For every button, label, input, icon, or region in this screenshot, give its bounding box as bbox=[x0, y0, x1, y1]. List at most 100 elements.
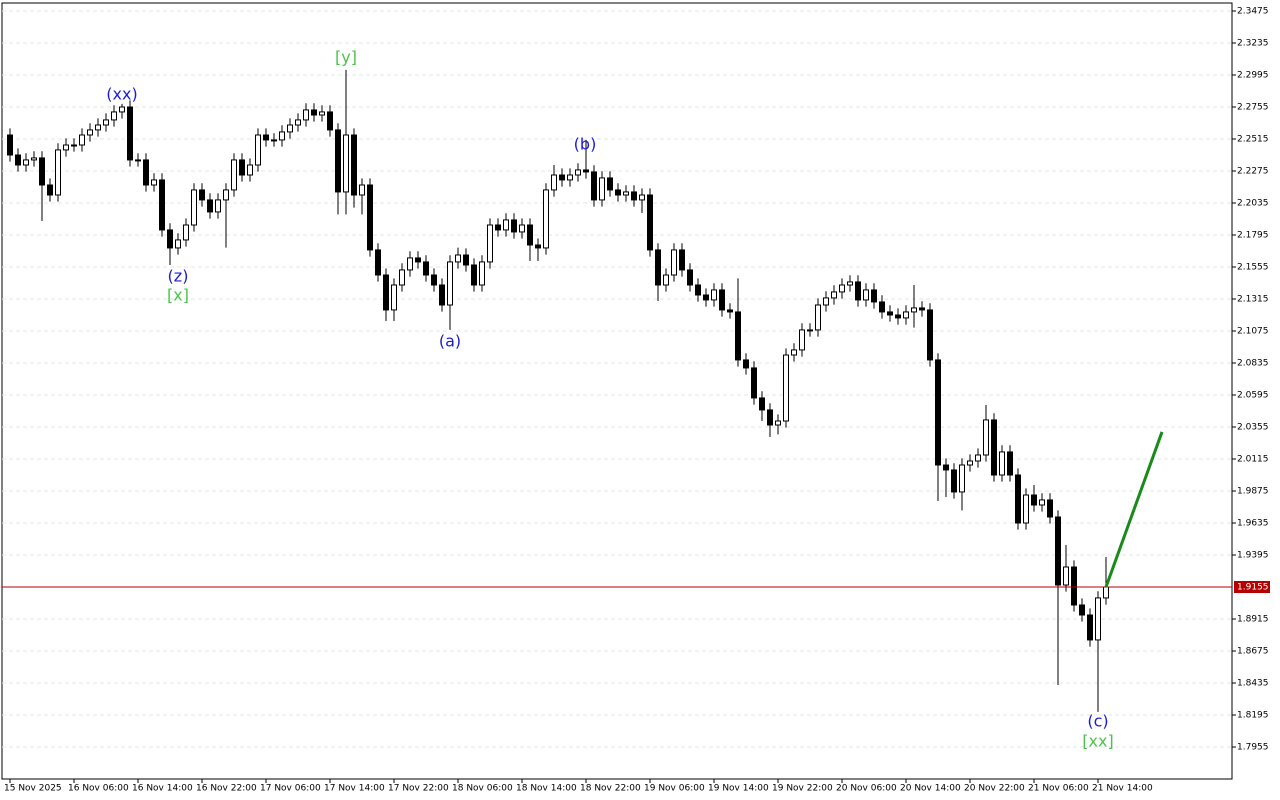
y-tick-label: 2.1075 bbox=[1237, 327, 1269, 337]
candle-body bbox=[799, 329, 805, 351]
x-tick-label: 15 Nov 2025 bbox=[4, 784, 62, 794]
candle-body bbox=[551, 174, 557, 191]
candle-body bbox=[375, 249, 381, 276]
candle-body bbox=[487, 224, 493, 263]
y-tick-label: 1.8675 bbox=[1237, 647, 1269, 657]
candle-body bbox=[135, 159, 141, 162]
candle-body bbox=[239, 159, 245, 176]
candle-body bbox=[903, 311, 909, 319]
candle-body bbox=[247, 164, 253, 176]
candle-body bbox=[543, 189, 549, 249]
candle-body bbox=[455, 254, 461, 263]
candle-body bbox=[391, 284, 397, 311]
candle-body bbox=[847, 281, 853, 286]
candle-body bbox=[927, 309, 933, 361]
candle-body bbox=[959, 464, 965, 493]
candle-body bbox=[1055, 516, 1061, 586]
candle-body bbox=[831, 291, 837, 299]
candle-body bbox=[623, 191, 629, 196]
candle-body bbox=[1047, 499, 1053, 518]
wave-label: (a) bbox=[439, 332, 461, 351]
x-tick-label: 20 Nov 06:00 bbox=[836, 784, 897, 794]
candle-body bbox=[279, 131, 285, 141]
x-tick-label: 21 Nov 06:00 bbox=[1028, 784, 1089, 794]
candle-body bbox=[255, 134, 261, 166]
candle-body bbox=[815, 304, 821, 331]
x-tick-label: 19 Nov 06:00 bbox=[644, 784, 705, 794]
candle-body bbox=[407, 257, 413, 271]
candle-body bbox=[775, 420, 781, 426]
candle-body bbox=[791, 349, 797, 356]
candle-body bbox=[311, 109, 317, 116]
wave-label: [y] bbox=[335, 48, 357, 67]
candle-body bbox=[175, 239, 181, 249]
candle-body bbox=[639, 194, 645, 201]
candle-body bbox=[991, 419, 997, 476]
candle-body bbox=[447, 261, 453, 306]
candle-body bbox=[167, 229, 173, 249]
y-tick-label: 2.0835 bbox=[1237, 359, 1269, 369]
wave-label: [x] bbox=[167, 286, 189, 305]
candle-body bbox=[303, 109, 309, 121]
y-tick-label: 2.1795 bbox=[1237, 231, 1269, 241]
candle-body bbox=[119, 106, 125, 113]
candle-body bbox=[295, 119, 301, 126]
plot-frame bbox=[1, 2, 1233, 780]
wave-label: [xx] bbox=[1082, 732, 1113, 751]
candle-body bbox=[431, 274, 437, 286]
current-price-label: 1.9155 bbox=[1237, 583, 1269, 593]
candle-body bbox=[143, 159, 149, 186]
candle-body bbox=[511, 219, 517, 233]
y-tick-label: 1.7955 bbox=[1237, 743, 1269, 753]
projection-line bbox=[1104, 431, 1164, 588]
candle-body bbox=[703, 294, 709, 301]
candle-body bbox=[103, 119, 109, 126]
candle-body bbox=[863, 289, 869, 301]
candle-body bbox=[335, 129, 341, 193]
y-tick-label: 1.8195 bbox=[1237, 711, 1269, 721]
candle-body bbox=[943, 464, 949, 471]
y-tick-label: 2.3475 bbox=[1237, 7, 1269, 17]
candle-body bbox=[199, 189, 205, 201]
y-tick-label: 2.1555 bbox=[1237, 263, 1269, 273]
candle-body bbox=[463, 254, 469, 266]
candle-body bbox=[567, 174, 573, 181]
candle-body bbox=[535, 244, 541, 249]
candle-body bbox=[671, 249, 677, 276]
candle-body bbox=[63, 144, 69, 151]
x-tick-label: 17 Nov 06:00 bbox=[260, 784, 321, 794]
candle-body bbox=[79, 134, 85, 146]
candle-body bbox=[679, 249, 685, 271]
y-tick-label: 1.8915 bbox=[1237, 615, 1269, 625]
candle-body bbox=[911, 307, 917, 313]
x-tick-label: 18 Nov 22:00 bbox=[580, 784, 641, 794]
candle-body bbox=[919, 307, 925, 311]
candle-body bbox=[559, 174, 565, 181]
candle-body bbox=[1087, 614, 1093, 641]
wave-label: (b) bbox=[574, 135, 597, 154]
candle-body bbox=[743, 359, 749, 369]
candle-body bbox=[575, 169, 581, 176]
candle-body bbox=[15, 154, 21, 166]
candle-body bbox=[479, 261, 485, 286]
candle-body bbox=[735, 311, 741, 361]
candle-body bbox=[423, 261, 429, 276]
candle-body bbox=[823, 297, 829, 306]
candle-body bbox=[207, 199, 213, 213]
candle-body bbox=[839, 284, 845, 293]
candle-body bbox=[55, 149, 61, 196]
candle-body bbox=[719, 289, 725, 311]
candle-body bbox=[23, 159, 29, 166]
candle-body bbox=[759, 397, 765, 411]
candle-body bbox=[751, 367, 757, 399]
candle-body bbox=[1095, 597, 1101, 641]
y-tick-label: 2.2515 bbox=[1237, 135, 1269, 145]
y-tick-label: 1.9395 bbox=[1237, 551, 1269, 561]
y-tick-label: 1.8435 bbox=[1237, 679, 1269, 689]
candle-body bbox=[471, 264, 477, 286]
candle-body bbox=[87, 129, 93, 136]
wave-label: (c) bbox=[1087, 712, 1108, 731]
candle-body bbox=[631, 191, 637, 201]
